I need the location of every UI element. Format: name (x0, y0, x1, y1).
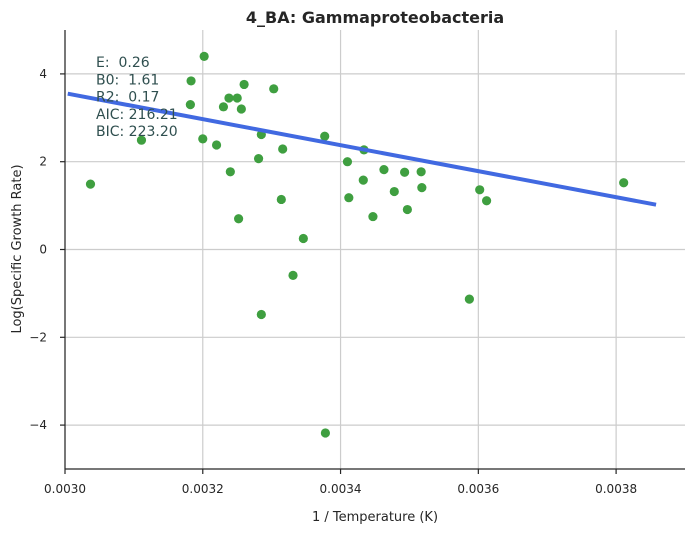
data-point (344, 193, 354, 203)
data-point (232, 93, 242, 103)
data-point (288, 270, 298, 281)
data-point (239, 79, 249, 90)
x-ticks: 0.0030 0.0032 0.0034 0.0036 0.0038 (44, 469, 637, 496)
fit-stat-label: BIC: 223.20 (96, 124, 178, 140)
y-tick-label: 4 (39, 67, 47, 81)
data-point (417, 183, 427, 193)
data-point (400, 167, 410, 177)
x-axis-label: 1 / Temperature (K) (312, 510, 438, 525)
fit-stat-label: E: 0.26 (96, 55, 150, 71)
fit-stat-label: B0: 1.61 (96, 72, 159, 88)
data-point (358, 175, 368, 185)
data-point (342, 157, 353, 167)
data-point (199, 51, 209, 61)
fit-stat-label: R2: 0.17 (96, 90, 159, 106)
fit-stat-label: AIC: 216.21 (96, 107, 178, 123)
data-point (475, 185, 485, 195)
data-point (269, 84, 279, 94)
data-point (278, 144, 288, 154)
fit-line-group (67, 91, 657, 207)
data-points (85, 51, 629, 438)
chart-title: 4_BA: Gammaproteobacteria (246, 8, 504, 27)
grid (65, 30, 685, 469)
data-point (225, 167, 235, 177)
y-axis-label: Log(Specific Growth Rate) (10, 164, 25, 333)
data-point (198, 134, 208, 144)
data-point (218, 102, 229, 112)
x-tick-label: 0.0036 (457, 482, 499, 496)
y-tick-label: −4 (29, 418, 47, 432)
x-tick-label: 0.0030 (44, 482, 86, 496)
data-point (320, 131, 330, 141)
data-point (389, 186, 399, 197)
data-point (224, 93, 234, 103)
data-point (464, 294, 474, 304)
data-point (185, 100, 195, 110)
data-point (416, 167, 426, 177)
data-point (298, 233, 308, 244)
data-point (368, 211, 378, 222)
data-point (253, 154, 264, 164)
data-point (276, 194, 286, 205)
data-point (186, 76, 196, 86)
regression-line (67, 91, 657, 207)
data-point (136, 135, 147, 145)
data-point (85, 179, 96, 189)
data-point (379, 165, 389, 175)
y-tick-label: 2 (39, 155, 47, 169)
x-tick-label: 0.0032 (182, 482, 224, 496)
x-tick-label: 0.0034 (320, 482, 362, 496)
data-point (402, 204, 412, 215)
data-point (256, 309, 266, 320)
data-point (236, 104, 246, 114)
data-point (482, 196, 492, 206)
y-tick-label: −2 (29, 330, 47, 344)
y-tick-label: 0 (39, 243, 47, 257)
data-point (320, 428, 330, 438)
x-tick-label: 0.0038 (595, 482, 637, 496)
y-ticks: −4 −2 0 2 4 (29, 67, 65, 432)
data-point (619, 178, 629, 188)
data-point (211, 140, 222, 150)
data-point (234, 214, 244, 224)
